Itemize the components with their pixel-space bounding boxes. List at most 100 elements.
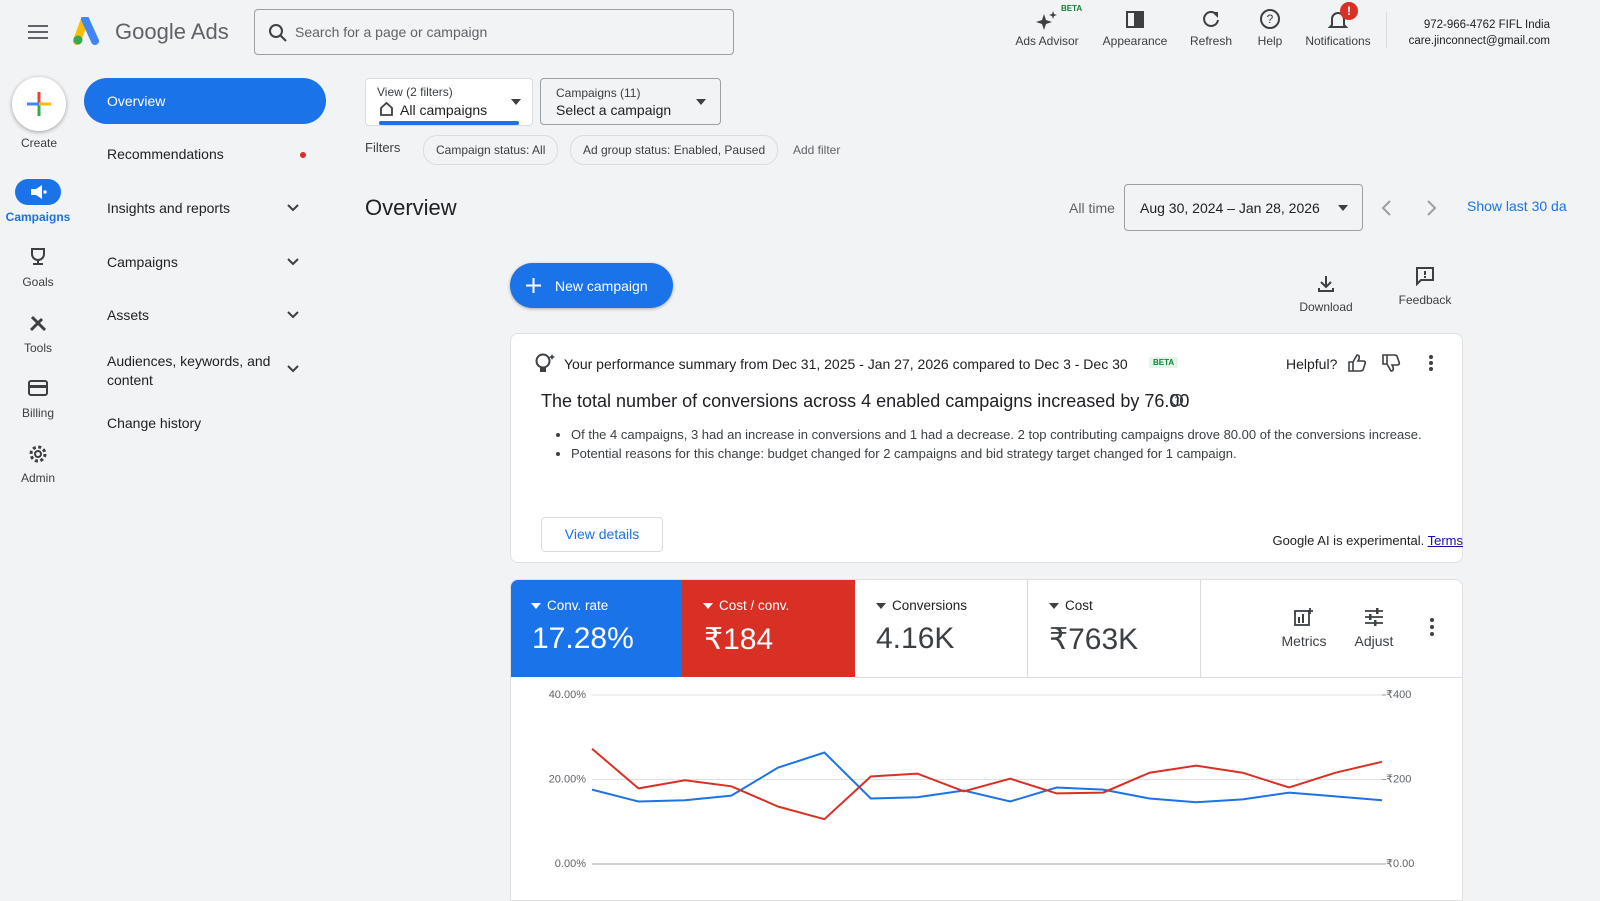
menu-icon[interactable]: [28, 24, 48, 40]
help-icon: ?: [1260, 9, 1280, 29]
nav-item[interactable]: Insights and reports: [107, 200, 230, 216]
create-button[interactable]: [12, 77, 66, 131]
advisor-icon: [1036, 11, 1057, 30]
metric-value: ₹184: [704, 623, 774, 656]
date-picker[interactable]: Aug 30, 2024 – Jan 28, 2026: [1124, 184, 1363, 231]
refresh-icon: [1203, 11, 1219, 27]
campaign-selector[interactable]: Campaigns (11) Select a campaign: [540, 78, 721, 125]
account[interactable]: 972-966-4762 FIFL India care.jinconnect@…: [1409, 17, 1550, 49]
nav-overview[interactable]: Overview: [84, 78, 326, 124]
metric-name: Conversions: [892, 598, 968, 613]
alert-dot: [300, 152, 306, 158]
selector-caption: View (2 filters): [377, 85, 453, 99]
tile-arrow: [876, 603, 886, 609]
tile-arrow: [703, 603, 713, 609]
billing-icon[interactable]: [28, 379, 48, 397]
nav-item[interactable]: Recommendations: [107, 146, 224, 162]
info-icon[interactable]: ?: [1170, 393, 1184, 407]
rail-label: Tools: [23, 341, 53, 355]
tool-label: Ads Advisor: [1015, 34, 1079, 48]
button-label: New campaign: [555, 278, 648, 294]
nav-item[interactable]: Campaigns: [107, 254, 178, 270]
terms-link[interactable]: Terms: [1427, 533, 1463, 548]
plus-icon: [526, 278, 541, 293]
goals-icon[interactable]: [28, 247, 48, 267]
new-campaign-button[interactable]: New campaign: [510, 263, 673, 308]
nav-item[interactable]: Assets: [107, 307, 150, 323]
filter-chip[interactable]: Ad group status: Enabled, Paused: [570, 135, 779, 165]
period-arrows[interactable]: [1380, 199, 1440, 217]
selected-underline: [379, 121, 519, 125]
series-line: [591, 751, 1383, 804]
summary-heading: Your performance summary from Dec 31, 20…: [564, 356, 1128, 372]
tool-label: Notifications: [1305, 34, 1371, 48]
home-icon: [380, 101, 393, 116]
summary-bullets: Of the 4 campaigns, 3 had an increase in…: [541, 425, 1451, 463]
account-id: 972-966-4762 FIFL India: [1423, 19, 1550, 31]
feedback-buttons[interactable]: [1347, 353, 1443, 375]
nav-item[interactable]: Change history: [107, 415, 202, 431]
metric-value: 17.28%: [532, 622, 634, 655]
beta-badge: BETA: [1149, 357, 1179, 368]
account-email: care.jinconnect@gmail.com: [1408, 35, 1550, 47]
search-placeholder: Search for a page or campaign: [295, 24, 488, 40]
rail-label: Billing: [21, 406, 55, 420]
page-title: Overview: [365, 195, 457, 220]
campaigns-pill[interactable]: [15, 179, 61, 205]
metric-name: Cost / conv.: [719, 598, 790, 613]
y-tick-label: 40.00%: [549, 689, 587, 701]
metric-tile[interactable]: [855, 580, 1028, 678]
adjust-icon[interactable]: [1364, 607, 1384, 627]
search-icon: [269, 24, 287, 42]
rail-label: Admin: [20, 471, 56, 485]
metrics-icon[interactable]: [1294, 607, 1314, 627]
admin-icon[interactable]: [28, 444, 48, 464]
tool-label: Help: [1257, 34, 1283, 48]
metric-value: 4.16K: [876, 622, 955, 655]
show-last-link[interactable]: Show last 30 da: [1467, 198, 1567, 214]
feedback-label: Feedback: [1398, 293, 1452, 307]
download-icon[interactable]: [1317, 275, 1335, 293]
series-line: [591, 747, 1383, 821]
summary-bullet: Potential reasons for this change: budge…: [571, 444, 1451, 463]
nav-item[interactable]: Audiences, keywords, and content: [107, 353, 271, 388]
svg-text:?: ?: [1175, 396, 1180, 405]
metric-name: Conv. rate: [547, 598, 609, 613]
feedback-icon[interactable]: [1415, 266, 1435, 286]
metric-tile[interactable]: [1028, 580, 1201, 678]
download-label: Download: [1299, 300, 1353, 314]
filters-label: Filters: [365, 140, 401, 155]
tile-arrow: [531, 603, 541, 609]
dropdown-arrow: [511, 99, 521, 105]
search-box[interactable]: Search for a page or campaign: [254, 9, 734, 55]
view-details-button[interactable]: View details: [541, 517, 663, 552]
product-name: Google Ads: [115, 19, 229, 44]
range-label: All time: [1069, 200, 1115, 216]
show-last-clip: Show last 30 da: [1467, 198, 1568, 214]
summary-headline: The total number of conversions across 4…: [541, 391, 1190, 411]
nav-label: Overview: [107, 93, 166, 109]
filter-chip[interactable]: Campaign status: All: [423, 135, 559, 165]
tool-label: Adjust: [1354, 633, 1394, 649]
tools-icon[interactable]: [28, 313, 48, 333]
add-filter[interactable]: Add filter: [793, 143, 841, 157]
idea-icon: [535, 353, 555, 372]
tile-arrow: [1049, 603, 1059, 609]
rail-label: Create: [20, 136, 58, 150]
chevrons: [287, 204, 299, 373]
metric-tile[interactable]: [682, 580, 855, 677]
selector-caption: Campaigns (11): [556, 86, 641, 100]
metric-tile[interactable]: [511, 580, 682, 677]
date-range: Aug 30, 2024 – Jan 28, 2026: [1140, 200, 1320, 216]
selector-value: Select a campaign: [556, 102, 672, 118]
y2-tick-label: ₹0.00: [1386, 858, 1414, 870]
more-icon[interactable]: [1428, 617, 1436, 637]
megaphone-icon: [31, 185, 47, 199]
view-selector[interactable]: View (2 filters) All campaigns: [365, 78, 533, 126]
dropdown-arrow: [1338, 205, 1348, 211]
plus-icon: [27, 92, 51, 116]
selector-value: All campaigns: [400, 102, 488, 118]
appearance-icon: [1126, 11, 1144, 28]
y2-tick-label: ₹200: [1386, 773, 1411, 785]
